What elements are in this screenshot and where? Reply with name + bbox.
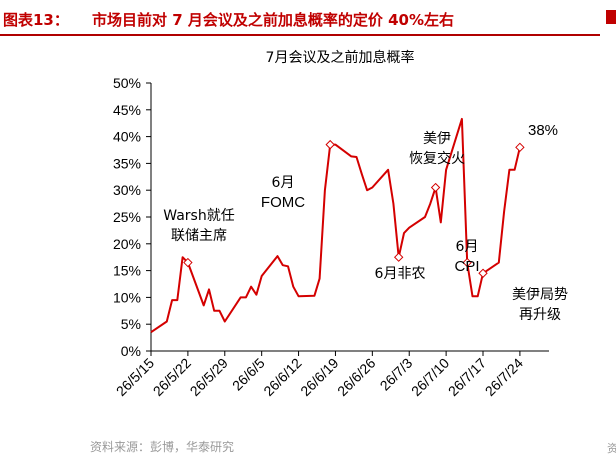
y-tick-label: 45%	[113, 102, 141, 118]
x-tick-label: 26/7/10	[408, 355, 452, 399]
y-tick-label: 25%	[113, 209, 141, 225]
highlight-marker	[430, 182, 441, 193]
annotation-label: 美伊局势	[512, 287, 568, 303]
annotation-label: 恢复交火	[409, 150, 465, 167]
x-tick-label: 26/7/24	[482, 355, 526, 399]
highlight-marker	[462, 257, 472, 268]
y-tick-label: 35%	[113, 155, 141, 171]
edge-mark	[606, 10, 616, 24]
highlight-marker	[325, 139, 335, 150]
annotation-label: 联储主席	[171, 228, 227, 244]
probability-line-chart: 7月会议及之前加息概率 0% 5% 10% 15% 20% 25% 30% 35% 40% 45%…	[113, 49, 568, 399]
y-tick-label: 0%	[121, 343, 141, 359]
series-layer	[150, 117, 525, 334]
x-axis: 26/5/1526/5/2226/5/2926/6/526/6/1226/6/1…	[113, 350, 549, 399]
figure-number: 图表13：	[3, 11, 69, 29]
highlight-marker	[478, 268, 488, 278]
annotation-label: 38%	[528, 122, 558, 139]
annotation-label: Warsh就任	[163, 208, 234, 224]
x-tick-label: 26/5/22	[150, 355, 194, 399]
highlight-marker	[183, 257, 193, 268]
y-tick-label: 20%	[113, 236, 141, 252]
y-axis: 0% 5% 10% 15% 20% 25% 30% 35% 40% 45% 50%	[113, 75, 152, 359]
annotation-label: 6月非农	[375, 266, 426, 282]
y-tick-label: 40%	[113, 129, 141, 145]
y-tick-label: 50%	[113, 75, 141, 91]
highlight-marker	[515, 142, 525, 153]
annotation-label: 6月	[272, 175, 295, 191]
source-note: 资料来源：彭博，华泰研究	[90, 440, 235, 454]
annotation-label: CPI	[454, 258, 479, 275]
x-tick-label: 26/5/29	[187, 355, 231, 399]
y-tick-label: 10%	[113, 289, 141, 305]
x-tick-label: 26/6/26	[334, 355, 378, 399]
chart-title: 7月会议及之前加息概率	[266, 49, 415, 66]
annotation-label: 美伊	[423, 131, 451, 147]
y-tick-label: 30%	[113, 182, 141, 198]
figure-title: 市场目前对 7 月会议及之前加息概率的定价 40%左右	[92, 11, 455, 29]
y-tick-label: 15%	[113, 263, 141, 279]
highlight-marker	[393, 252, 404, 262]
annotation-label: 6月	[456, 239, 479, 255]
x-tick-label: 26/6/19	[297, 355, 341, 399]
y-tick-label: 5%	[121, 316, 141, 332]
series-line	[150, 117, 521, 334]
x-tick-label: 26/7/17	[445, 355, 489, 399]
annotation-label: FOMC	[261, 194, 305, 211]
annotation-label: 再升级	[519, 307, 561, 323]
x-tick-label: 26/6/12	[260, 355, 304, 399]
figure-header: 图表13： 市场目前对 7 月会议及之前加息概率的定价 40%左右	[0, 0, 600, 36]
x-tick-label: 26/5/15	[113, 355, 157, 399]
edge-source-fragment: 资	[607, 442, 616, 455]
